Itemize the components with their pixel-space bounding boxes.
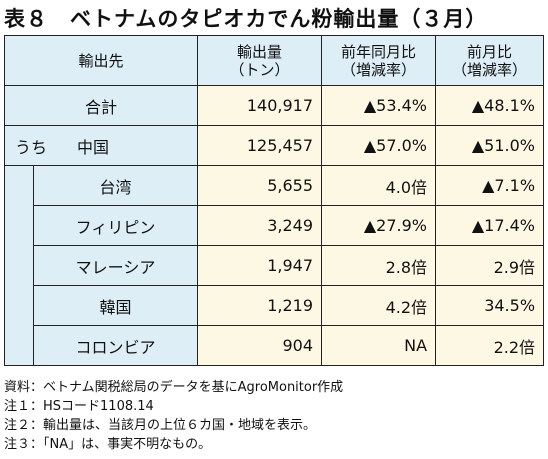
table-row: 台湾 5,655 4.0倍 ▲7.1% (4, 165, 545, 366)
row-name: コロンビア (32, 325, 199, 366)
row-mom: 2.9倍 (435, 245, 545, 286)
table-row-total: 合計 140,917 ▲53.4% ▲48.1% (3, 85, 545, 126)
row-mom: ▲7.1% (435, 165, 545, 206)
row-name: フィリピン (32, 205, 199, 246)
total-label: 合計 (3, 85, 199, 126)
total-mom: ▲48.1% (435, 85, 545, 126)
row-volume: 3,249 (197, 205, 323, 246)
row-volume: 125,457 (197, 125, 323, 166)
table-row: うち 中国 125,457 ▲57.0% ▲51.0% (3, 125, 545, 166)
table-title: 表８ ベトナムのタピオカでん粉輸出量（３月） (4, 7, 488, 31)
row-yoy: 2.8倍 (321, 245, 437, 286)
row-yoy: 4.0倍 (321, 165, 437, 206)
row-volume: 904 (197, 325, 323, 366)
indent-spacer (4, 165, 34, 366)
export-table: 輸出先 輸出量 （トン） 前年同月比 （増減率） 前月比 （増減率） 合計 14… (3, 35, 545, 366)
header-mom-line2: （増減率） (452, 60, 528, 79)
header-volume-line2: （トン） (229, 60, 290, 79)
row-yoy: ▲57.0% (321, 125, 437, 166)
of-which-label: うち (15, 137, 48, 157)
row-yoy: NA (321, 325, 437, 366)
footnote: 注３：「NA」は、事実不明なもの。 (4, 437, 212, 452)
row-label: うち 中国 (3, 125, 199, 166)
row-mom: ▲51.0% (435, 125, 545, 166)
row-name: 台湾 (32, 165, 199, 206)
header-destination: 輸出先 (3, 35, 199, 86)
row-mom: 2.2倍 (435, 325, 545, 366)
header-yoy-line1: 前年同月比 (341, 42, 417, 61)
table-row: 韓国 1,219 4.2倍 34.5% (5, 285, 545, 326)
row-yoy: 4.2倍 (321, 285, 437, 326)
footnote: 注１：HSコード1108.14 (4, 399, 154, 414)
header-mom-line1: 前月比 (467, 42, 513, 61)
header-volume: 輸出量 （トン） (197, 35, 323, 86)
header-mom: 前月比 （増減率） (435, 35, 545, 86)
row-volume: 1,219 (197, 285, 323, 326)
row-volume: 1,947 (197, 245, 323, 286)
header-row: 輸出先 輸出量 （トン） 前年同月比 （増減率） 前月比 （増減率） (3, 35, 545, 86)
header-yoy: 前年同月比 （増減率） (321, 35, 437, 86)
row-mom: ▲17.4% (435, 205, 545, 246)
source-note: 資料：ベトナム関税総局のデータを基にAgroMonitor作成 (4, 380, 344, 395)
footnotes: 資料：ベトナム関税総局のデータを基にAgroMonitor作成 注１：HSコード… (4, 378, 343, 454)
row-name: 中国 (77, 137, 110, 157)
header-yoy-line2: （増減率） (341, 60, 417, 79)
total-volume: 140,917 (197, 85, 323, 126)
table-row: マレーシア 1,947 2.8倍 2.9倍 (5, 245, 545, 286)
header-volume-line1: 輸出量 (237, 42, 283, 61)
row-mom: 34.5% (435, 285, 545, 326)
total-yoy: ▲53.4% (321, 85, 437, 126)
row-name: マレーシア (32, 245, 199, 286)
row-name: 韓国 (32, 285, 199, 326)
row-yoy: ▲27.9% (321, 205, 437, 246)
table-row: フィリピン 3,249 ▲27.9% ▲17.4% (5, 205, 545, 246)
footnote: 注２：輸出量は、当該月の上位６カ国・地域を表示。 (4, 418, 317, 433)
row-volume: 5,655 (197, 165, 323, 206)
table-row: コロンビア 904 NA 2.2倍 (5, 325, 545, 366)
